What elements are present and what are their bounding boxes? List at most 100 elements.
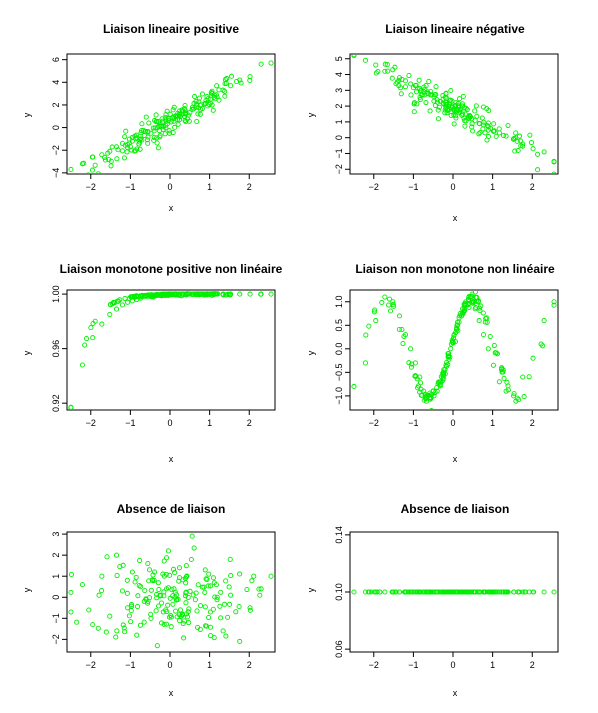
data-point — [123, 128, 129, 134]
data-point — [229, 73, 235, 79]
data-point — [193, 98, 199, 104]
data-point — [162, 131, 168, 137]
data-point — [173, 597, 179, 603]
data-point — [238, 80, 244, 86]
data-point — [214, 594, 220, 600]
x-tick-label: 0 — [168, 660, 173, 670]
data-point — [399, 76, 405, 82]
data-point — [224, 76, 230, 82]
data-point — [105, 150, 111, 156]
data-point — [435, 589, 441, 595]
data-point — [434, 99, 440, 105]
data-point — [440, 93, 446, 99]
data-point — [214, 597, 220, 603]
y-tick-label: 0.92 — [51, 394, 61, 412]
x-tick-label: 0 — [168, 418, 173, 428]
x-tick-label: −1 — [408, 418, 418, 428]
data-point — [406, 72, 412, 79]
data-point — [401, 333, 407, 339]
x-tick-label: −2 — [369, 660, 379, 670]
y-tick-label: 0.06 — [334, 640, 344, 658]
data-point — [92, 162, 98, 168]
data-point — [133, 136, 139, 142]
data-point — [505, 383, 511, 389]
data-point — [139, 121, 145, 127]
data-point — [247, 605, 253, 611]
data-point — [183, 292, 189, 298]
data-point — [451, 121, 457, 127]
data-point — [168, 291, 174, 297]
data-point — [96, 171, 101, 173]
data-point — [202, 604, 208, 610]
y-tick-label: 4 — [334, 72, 344, 77]
data-point — [435, 381, 441, 387]
panel-title: Liaison monotone positive non linéaire — [60, 262, 283, 276]
data-point — [435, 107, 441, 113]
data-point — [419, 392, 425, 398]
x-tick-label: −2 — [86, 418, 96, 428]
data-point — [377, 589, 383, 595]
y-tick-label: 0.96 — [51, 340, 61, 358]
panel-2: Liaison lineaire négative x y — [306, 22, 525, 223]
data-point — [190, 291, 196, 297]
data-point — [408, 364, 414, 370]
y-tick-label: −2 — [334, 164, 344, 174]
data-point — [480, 126, 486, 132]
data-point — [183, 580, 189, 586]
data-point — [476, 131, 482, 137]
data-point — [207, 583, 214, 589]
data-point — [170, 129, 176, 136]
y-tick-label: −2 — [51, 145, 61, 155]
data-point — [408, 589, 414, 595]
data-point — [124, 149, 130, 155]
data-point — [171, 118, 177, 124]
data-point — [365, 589, 372, 595]
data-point — [400, 340, 406, 347]
data-point — [196, 292, 202, 298]
data-point — [114, 156, 120, 162]
data-point — [191, 545, 197, 551]
data-point — [174, 614, 180, 620]
data-point — [435, 116, 441, 122]
data-point — [456, 319, 462, 325]
data-point — [520, 374, 526, 380]
y-axis-label: y — [22, 112, 32, 117]
data-point — [175, 121, 181, 127]
x-tick-label: 1 — [490, 418, 495, 428]
data-point — [480, 310, 486, 316]
data-point — [145, 292, 151, 298]
data-point — [399, 327, 405, 333]
data-point — [153, 608, 159, 614]
data-point — [406, 360, 412, 366]
data-point — [165, 585, 171, 591]
data-point — [443, 99, 449, 105]
y-tick-label: 1 — [51, 574, 61, 579]
data-point — [154, 291, 160, 298]
data-point — [202, 589, 208, 595]
data-point — [122, 134, 128, 140]
data-point — [496, 379, 502, 385]
y-tick-label: 5 — [334, 56, 344, 61]
x-tick-label: 2 — [247, 660, 252, 670]
data-point — [154, 135, 160, 141]
data-point — [268, 291, 274, 297]
data-point — [90, 335, 96, 341]
data-point — [409, 361, 415, 367]
data-point — [195, 111, 201, 117]
data-point — [258, 61, 264, 67]
data-point — [449, 337, 455, 343]
plot-frame — [66, 53, 276, 175]
data-point — [373, 70, 379, 76]
data-point — [470, 299, 476, 305]
y-tick-label: 0.10 — [334, 583, 344, 601]
data-point — [440, 96, 446, 102]
data-point — [103, 629, 109, 635]
data-point — [249, 578, 255, 584]
data-point — [143, 596, 149, 602]
panel-5: Absence de liaison x y — [22, 502, 225, 698]
data-point — [447, 589, 453, 595]
data-point — [551, 159, 557, 165]
data-point — [151, 137, 157, 143]
x-tick-label: 0 — [451, 418, 456, 428]
y-axis-label: y — [306, 350, 316, 355]
